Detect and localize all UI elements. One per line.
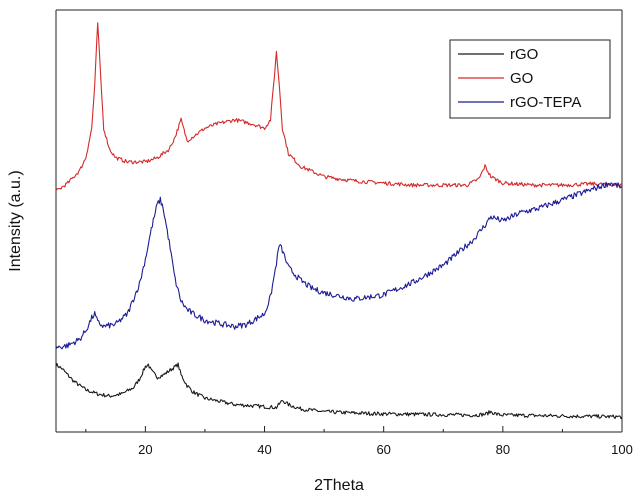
axes-group [55, 9, 623, 433]
legend-label-rgo-tepa: rGO-TEPA [510, 94, 581, 111]
x-tick-label: 40 [257, 442, 271, 457]
legend-label-go: GO [510, 70, 533, 87]
legend-box [449, 39, 611, 119]
x-tick-label: 20 [138, 442, 152, 457]
y-axis-label: Intensity (a.u.) [7, 170, 24, 271]
legend-label-rgo: rGO [510, 46, 538, 63]
x-axis-label: 2Theta [314, 477, 364, 494]
x-tick-label: 100 [611, 442, 633, 457]
series-line-rgo-tepa [55, 181, 623, 350]
x-tick-label: 80 [496, 442, 510, 457]
series-line-go [55, 22, 623, 191]
series-group [55, 22, 623, 420]
x-ticks-group: 20 40 60 80 100 [85, 426, 633, 457]
x-tick-label: 60 [376, 442, 390, 457]
legend-items: rGO GO rGO-TEPA [458, 46, 581, 111]
legend: rGO GO rGO-TEPA [449, 39, 611, 119]
series-line-rgo [55, 362, 623, 420]
